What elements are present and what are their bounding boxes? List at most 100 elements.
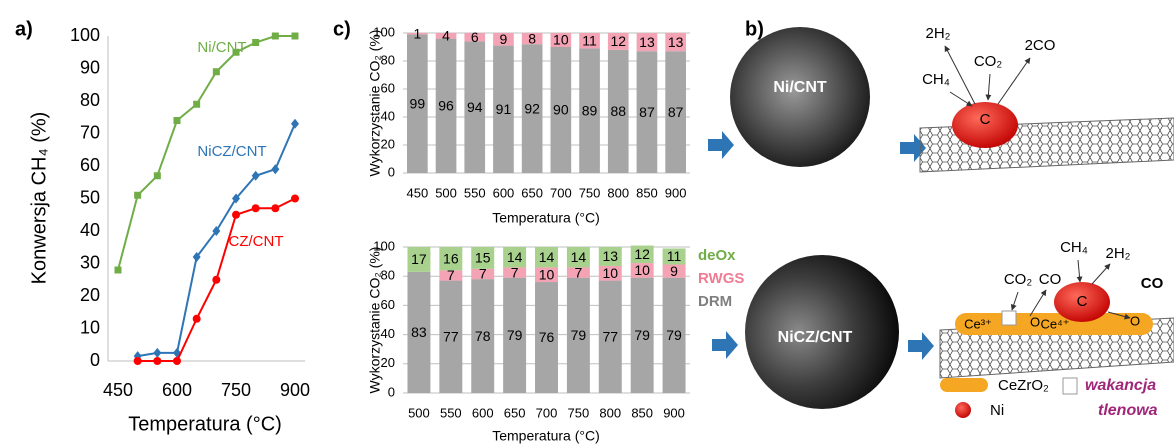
- value-label: 92: [524, 100, 540, 116]
- image-label: Ni/CNT: [773, 79, 827, 96]
- atom-label: O: [1130, 313, 1140, 328]
- x-tick-label: 550: [464, 185, 486, 200]
- vacancy: [1002, 311, 1016, 325]
- panel-label: b): [745, 18, 764, 40]
- series-label: CZ/CNT: [229, 233, 284, 250]
- marker: [271, 164, 279, 174]
- legend-label: CeZrO₂: [998, 377, 1049, 394]
- arrow: [1012, 292, 1018, 310]
- arrow: [950, 92, 972, 106]
- marker: [272, 33, 279, 40]
- marker: [291, 119, 299, 129]
- species-label: 2H₂: [926, 25, 951, 42]
- value-label: 4: [442, 28, 450, 44]
- y-tick-label: 40: [80, 220, 100, 240]
- y-tick-label: 90: [80, 57, 100, 77]
- value-label: 14: [507, 249, 523, 265]
- x-tick-label: 600: [472, 405, 494, 420]
- species-label: CH₄: [1060, 239, 1088, 256]
- x-tick-label: 750: [579, 185, 601, 200]
- x-tick-label: 750: [221, 380, 251, 400]
- legend-swatch: [955, 402, 971, 418]
- value-label: 1: [413, 25, 421, 41]
- value-label: 96: [438, 98, 454, 114]
- panel-label: c): [333, 18, 351, 40]
- marker: [153, 348, 161, 358]
- value-label: 14: [539, 249, 555, 265]
- marker: [193, 315, 201, 323]
- image-label: NiCZ/CNT: [778, 329, 853, 346]
- x-axis-title: Temperatura (°C): [492, 428, 600, 444]
- y-tick-label: 30: [80, 252, 100, 272]
- value-label: 9: [670, 263, 678, 279]
- x-tick-label: 750: [568, 405, 590, 420]
- value-label: 79: [666, 327, 682, 343]
- y-tick-label: 60: [381, 80, 395, 95]
- species-label: CO₂: [1004, 271, 1033, 288]
- species-label: CO: [1039, 271, 1062, 288]
- marker: [154, 172, 161, 179]
- x-tick-label: 500: [435, 185, 457, 200]
- x-axis-title: Temperatura (°C): [492, 210, 600, 226]
- value-label: 94: [467, 99, 483, 115]
- legend-swatch: [1063, 378, 1077, 394]
- legend-label: wakancja: [1085, 377, 1156, 394]
- marker: [174, 117, 181, 124]
- species-label: CO₂: [974, 53, 1003, 70]
- x-tick-label: 900: [280, 380, 310, 400]
- species-label: 2CO: [1025, 37, 1056, 54]
- value-label: 11: [667, 248, 682, 264]
- value-label: 87: [639, 104, 655, 120]
- value-label: 6: [471, 29, 479, 45]
- x-tick-label: 450: [103, 380, 133, 400]
- value-label: 13: [639, 34, 655, 50]
- value-label: 79: [571, 327, 587, 343]
- value-label: 9: [500, 31, 508, 47]
- value-label: 89: [582, 102, 598, 118]
- panel-label: a): [15, 18, 33, 40]
- value-label: 15: [475, 250, 491, 266]
- x-tick-label: 850: [636, 185, 658, 200]
- marker: [193, 101, 200, 108]
- value-label: 12: [610, 33, 626, 49]
- value-label: 13: [668, 34, 684, 50]
- x-tick-label: 450: [406, 185, 428, 200]
- y-tick-label: 40: [381, 326, 395, 341]
- value-label: 16: [443, 250, 459, 266]
- marker: [213, 68, 220, 75]
- legend-swatch: [940, 378, 988, 392]
- y-tick-label: 70: [80, 122, 100, 142]
- value-label: 14: [571, 249, 587, 265]
- x-tick-label: 900: [665, 185, 687, 200]
- value-label: 10: [634, 262, 650, 278]
- legend-label: Ni: [990, 402, 1004, 419]
- value-label: 13: [602, 248, 618, 264]
- x-tick-label: 650: [504, 405, 526, 420]
- species-label: CO: [1141, 275, 1164, 292]
- x-tick-label: 800: [607, 185, 629, 200]
- value-label: 99: [410, 95, 426, 111]
- value-label: 91: [496, 101, 512, 117]
- x-tick-label: 550: [440, 405, 462, 420]
- value-label: 79: [634, 327, 650, 343]
- value-label: 8: [528, 30, 536, 46]
- x-tick-label: 600: [162, 380, 192, 400]
- y-tick-label: 80: [80, 90, 100, 110]
- y-tick-label: 60: [381, 297, 395, 312]
- arrow: [712, 331, 738, 359]
- species-label: CH₄: [922, 71, 950, 88]
- tem-image: [730, 27, 870, 167]
- species-label: 2H₂: [1106, 245, 1131, 262]
- arrow: [908, 332, 934, 360]
- y-tick-label: 0: [388, 164, 395, 179]
- legend-label: tlenowa: [1098, 402, 1158, 419]
- series-label: NiCZ/CNT: [197, 143, 266, 160]
- x-tick-label: 600: [493, 185, 515, 200]
- series-label: Ni/CNT: [197, 39, 246, 56]
- value-label: 12: [634, 246, 650, 262]
- x-tick-label: 800: [599, 405, 621, 420]
- x-tick-label: 650: [521, 185, 543, 200]
- marker: [153, 357, 161, 365]
- arrow: [1030, 290, 1046, 316]
- y-tick-label: 20: [381, 355, 395, 370]
